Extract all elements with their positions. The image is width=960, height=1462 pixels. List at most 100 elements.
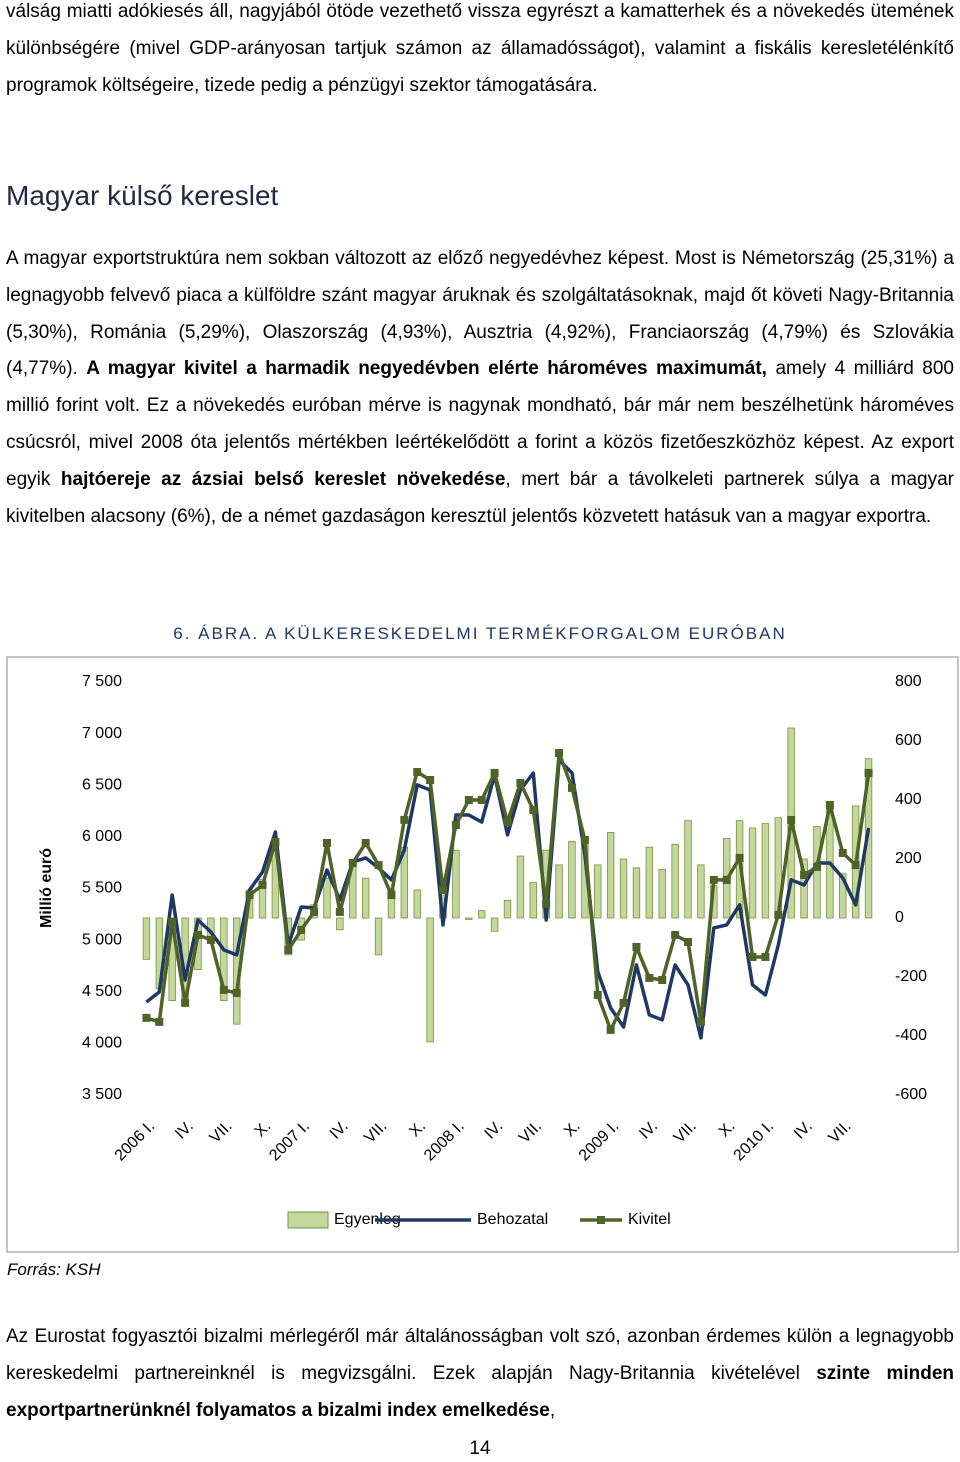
legend-marker xyxy=(597,1216,605,1224)
text-run: , mert bár a távolkeleti partnerek súlya… xyxy=(6,468,954,527)
bar xyxy=(142,917,151,960)
bar xyxy=(413,889,421,919)
x-tick-label: IV. xyxy=(636,1118,661,1143)
line-marker xyxy=(206,935,215,944)
bar xyxy=(813,826,821,919)
bar xyxy=(684,820,692,919)
bold-text: A magyar kivitel a harmadik negyedévben … xyxy=(86,358,767,380)
line-marker xyxy=(348,858,357,867)
legend-swatch xyxy=(287,1211,329,1229)
line-marker xyxy=(181,998,190,1007)
line-marker xyxy=(464,796,473,805)
line-marker xyxy=(567,783,576,792)
line-marker xyxy=(580,835,589,844)
line-marker xyxy=(593,990,602,999)
line-marker xyxy=(812,862,821,871)
line-marker xyxy=(297,925,306,934)
body-paragraph: A magyar exportstruktúra nem sokban vált… xyxy=(6,241,954,535)
bar xyxy=(478,910,486,919)
bold-text: szinte minden exportpartnerünknél folyam… xyxy=(6,1362,954,1421)
text-run: A magyar exportstruktúra nem sokban vált… xyxy=(6,248,954,380)
y-tick-label: 3 500 xyxy=(82,1086,122,1103)
text-run: , xyxy=(549,1399,556,1421)
legend-label: Egyenleg xyxy=(334,1211,401,1228)
x-tick-label: X. xyxy=(716,1118,739,1141)
bar xyxy=(361,877,370,919)
line-marker xyxy=(684,937,693,946)
section-heading: Magyar külső kereslet xyxy=(6,180,279,211)
x-tick-label: X. xyxy=(406,1118,429,1141)
line-series xyxy=(145,758,871,1040)
line-marker xyxy=(413,768,422,777)
line-marker xyxy=(671,930,680,939)
bold-text: hajtóereje az ázsiai belső kereslet növe… xyxy=(60,468,506,490)
line-marker xyxy=(722,875,731,884)
line-marker xyxy=(284,945,293,954)
bar xyxy=(594,864,602,919)
line-marker xyxy=(232,988,241,997)
bar xyxy=(606,832,615,919)
bar xyxy=(619,858,628,919)
line-marker xyxy=(400,815,409,824)
source-note: Forrás: KSH xyxy=(7,1260,101,1279)
line-marker xyxy=(645,973,654,982)
line-marker xyxy=(439,885,448,894)
y2-tick-label: 0 xyxy=(895,909,904,926)
bar xyxy=(490,917,499,932)
bar xyxy=(465,917,473,920)
bar xyxy=(529,882,537,919)
bar xyxy=(516,855,525,919)
bar xyxy=(645,846,654,919)
bar xyxy=(761,823,770,919)
bar xyxy=(839,873,847,919)
line-marker xyxy=(774,910,783,919)
bar xyxy=(632,867,641,919)
line-marker xyxy=(335,907,344,916)
line-marker xyxy=(516,778,525,787)
bar xyxy=(503,899,512,919)
bar xyxy=(426,917,434,1043)
bar xyxy=(697,864,705,919)
x-tick-label: X. xyxy=(252,1118,275,1141)
y2-tick-label: -400 xyxy=(895,1027,927,1044)
line-marker xyxy=(529,805,538,814)
legend-label: Kivitel xyxy=(628,1211,671,1228)
line-marker xyxy=(168,917,177,926)
line-marker xyxy=(761,952,770,961)
y2-tick-label: 200 xyxy=(895,850,922,867)
x-tick-label: IV. xyxy=(172,1118,197,1143)
line-marker xyxy=(748,952,757,961)
x-tick-label: 2009 I. xyxy=(576,1118,623,1165)
line-marker xyxy=(322,838,331,847)
x-tick-label: 2007 I. xyxy=(266,1118,313,1165)
x-tick-label: VII. xyxy=(516,1118,545,1147)
line-marker xyxy=(864,768,873,777)
x-tick-label: VII. xyxy=(826,1118,855,1147)
line-marker xyxy=(490,768,499,777)
y-tick-label: 4 000 xyxy=(82,1035,122,1052)
x-tick-label: 2010 I. xyxy=(731,1118,778,1165)
y-tick-label: 7 000 xyxy=(82,725,122,742)
y2-tick-label: 800 xyxy=(895,673,922,690)
line-marker xyxy=(800,870,809,879)
bar xyxy=(220,917,228,1001)
line-marker xyxy=(374,861,383,870)
line-marker xyxy=(619,998,628,1007)
line-marker xyxy=(387,891,396,900)
bar xyxy=(800,858,808,919)
line-marker xyxy=(310,907,319,916)
y2-tick-label: 400 xyxy=(895,791,922,808)
x-tick-label: IV. xyxy=(327,1118,352,1143)
bar xyxy=(555,864,563,919)
bar xyxy=(336,917,344,931)
line-marker xyxy=(271,837,280,846)
x-tick-label: VII. xyxy=(671,1118,700,1147)
line-marker xyxy=(361,838,370,847)
x-tick-label: IV. xyxy=(482,1118,507,1143)
y-tick-label: 6 000 xyxy=(82,828,122,845)
line-marker xyxy=(477,796,486,805)
line-marker xyxy=(606,1025,615,1034)
line-marker xyxy=(426,775,435,784)
